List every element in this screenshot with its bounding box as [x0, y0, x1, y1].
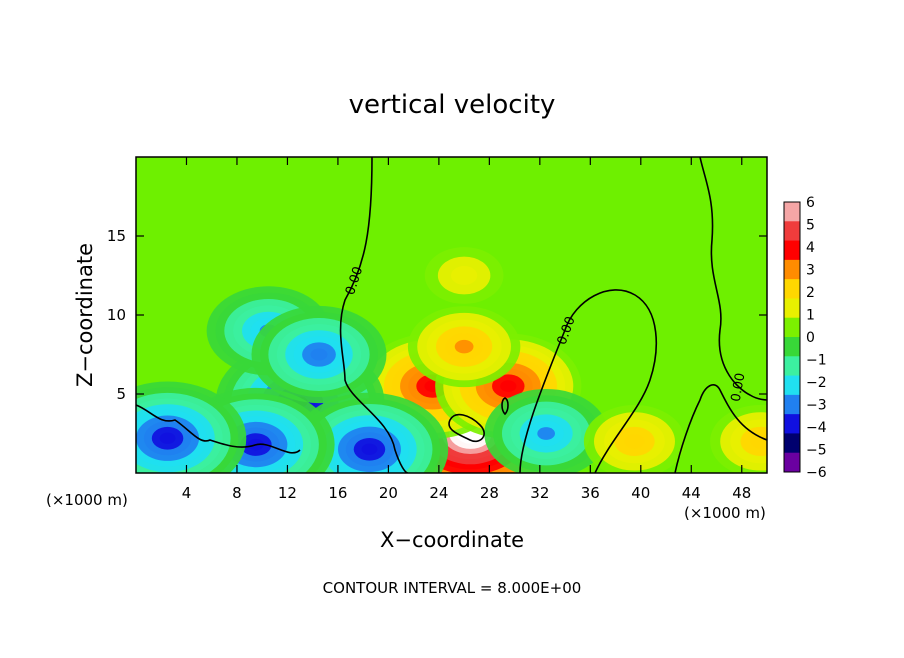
x-axis: 4 8 12 16 20 24 28 32 36 40 44 48	[182, 157, 751, 502]
x-tick-label: 20	[379, 484, 398, 502]
x-unit-left: (×1000 m)	[46, 491, 128, 509]
colorbar-label: 3	[806, 263, 815, 279]
x-tick-label: 48	[732, 484, 751, 502]
colorbar-label: −5	[806, 443, 827, 459]
plot-area	[136, 157, 767, 473]
x-tick-label: 32	[530, 484, 549, 502]
y-axis-label: Z−coordinate	[73, 243, 97, 387]
zero-contours	[136, 157, 767, 473]
updraft-region	[500, 380, 517, 392]
colorbar-swatch	[784, 317, 800, 338]
updraft-region	[454, 339, 474, 354]
colorbar-swatch	[784, 375, 800, 396]
chart-title: vertical velocity	[349, 90, 556, 120]
velocity-field	[136, 247, 767, 473]
zero-contour-line	[448, 413, 485, 443]
colorbar-swatch	[784, 337, 800, 357]
colorbar-swatch	[784, 433, 800, 454]
x-tick-label: 12	[278, 484, 297, 502]
colorbar-swatch	[784, 298, 800, 319]
downdraft-region	[537, 427, 555, 440]
zero-contour-line	[519, 289, 658, 473]
y-tick-label: 5	[116, 385, 126, 403]
contour-label: 0.00	[729, 372, 749, 403]
zero-contour-line	[699, 157, 767, 401]
x-unit-right: (×1000 m)	[684, 504, 766, 522]
colorbar-swatch	[784, 414, 800, 434]
colorbar-swatch	[784, 202, 800, 222]
colorbar-swatch	[784, 221, 800, 242]
colorbar-swatch	[784, 240, 800, 261]
x-tick-label: 24	[429, 484, 448, 502]
downdraft-region	[310, 348, 328, 361]
y-tick-label: 10	[107, 306, 126, 324]
colorbar-frame	[783, 201, 801, 473]
colorbar-swatch	[784, 259, 800, 280]
colorbar: 6 5 4 3 2 1 0 −1 −2 −3 −4 −5 −6	[783, 195, 827, 481]
colorbar-label: −4	[806, 420, 827, 436]
colorbar-label: 6	[806, 195, 815, 211]
colorbar-label: 4	[806, 240, 815, 256]
updraft-region	[750, 434, 767, 449]
contour-interval-footer: CONTOUR INTERVAL = 8.000E+00	[323, 579, 582, 597]
colorbar-label: 1	[806, 308, 815, 324]
updraft-region	[624, 434, 645, 449]
x-tick-label: 44	[682, 484, 701, 502]
zero-contour-line	[501, 397, 509, 416]
x-tick-label: 16	[328, 484, 347, 502]
colorbar-swatch	[784, 279, 800, 299]
colorbar-label: 0	[806, 330, 815, 346]
colorbar-swatch	[784, 394, 800, 415]
downdraft-region	[361, 443, 378, 455]
x-tick-label: 36	[581, 484, 600, 502]
colorbar-label: 2	[806, 285, 815, 301]
downdraft-region	[159, 432, 176, 444]
colorbar-label: −3	[806, 398, 827, 414]
zero-contour-line	[136, 404, 301, 454]
x-tick-label: 8	[232, 484, 242, 502]
colorbar-label: −2	[806, 375, 827, 391]
colorbar-label: 5	[806, 218, 815, 234]
x-tick-label: 28	[480, 484, 499, 502]
colorbar-label: −1	[806, 353, 827, 369]
colorbar-swatch	[784, 356, 800, 377]
zero-contour-line	[674, 384, 767, 473]
zero-contour-line	[339, 157, 409, 473]
colorbar-label: −6	[806, 465, 827, 481]
updraft-region	[450, 266, 478, 285]
x-tick-label: 40	[631, 484, 650, 502]
y-tick-label: 15	[107, 227, 126, 245]
y-axis: 5 10 15	[107, 227, 767, 403]
x-tick-label: 4	[182, 484, 192, 502]
x-axis-label: X−coordinate	[380, 528, 524, 552]
colorbar-swatch	[784, 452, 800, 473]
